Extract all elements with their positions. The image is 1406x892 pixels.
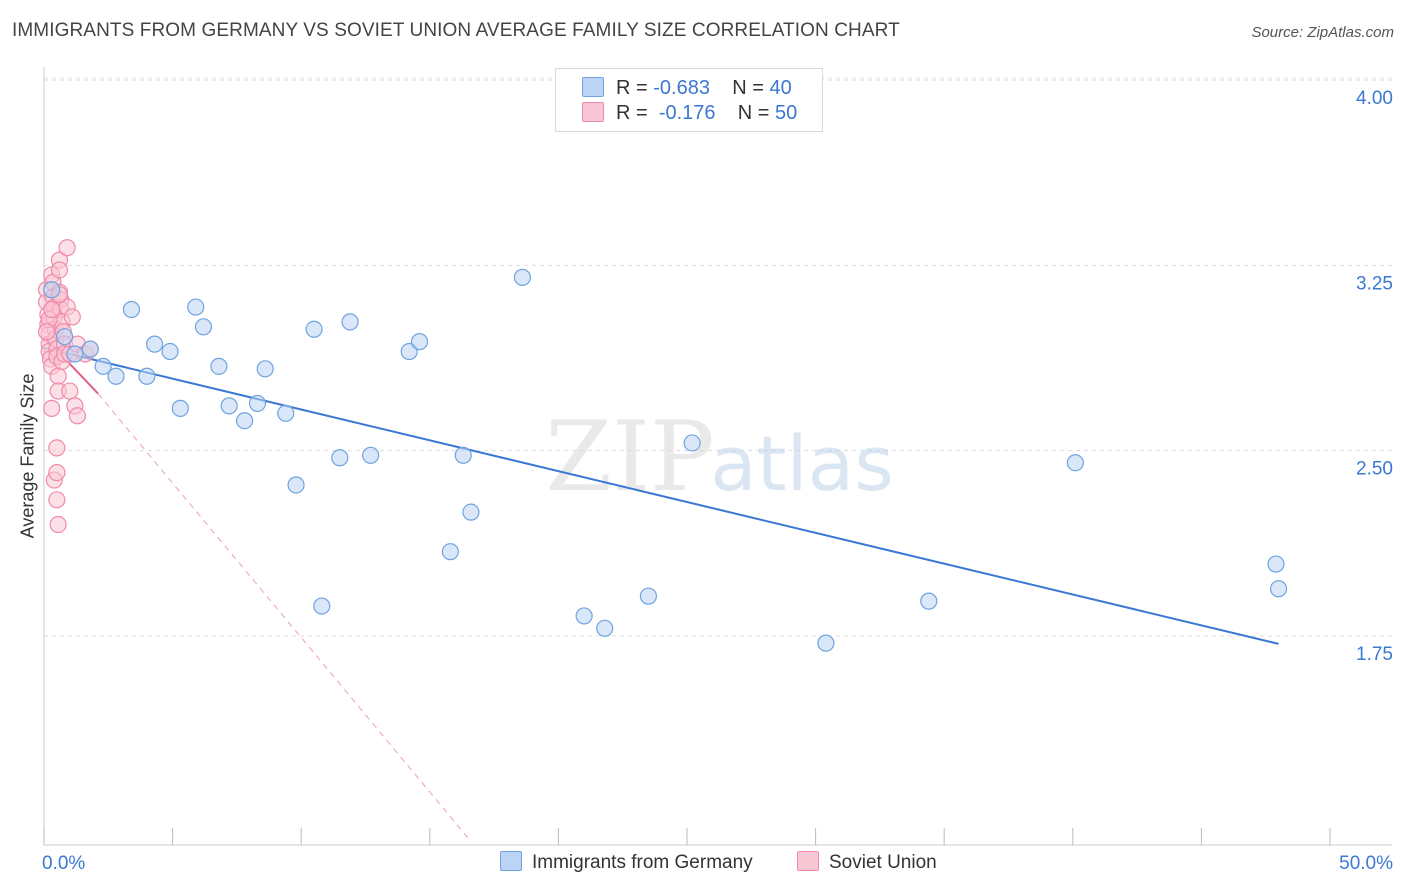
- germany-point: [81, 340, 99, 358]
- germany-point: [66, 345, 84, 363]
- germany-point: [107, 367, 125, 385]
- germany-point: [817, 634, 835, 652]
- grid-lines: [44, 77, 1392, 637]
- germany-point: [410, 333, 429, 351]
- germany-point: [1066, 454, 1084, 472]
- germany-point: [256, 360, 274, 378]
- y-tick-label: 1.75: [1356, 644, 1393, 665]
- n-label: N =: [737, 102, 770, 124]
- germany-point: [331, 449, 349, 467]
- soviet-point: [48, 464, 66, 482]
- watermark-atlas: atlas: [710, 419, 894, 508]
- legend-item-soviet[interactable]: Soviet Union: [797, 850, 937, 874]
- germany-point: [138, 367, 156, 385]
- germany-point: [362, 446, 380, 464]
- germany-point: [441, 543, 459, 561]
- r-label: R =: [616, 102, 648, 124]
- stats-legend: R = -0.683 N = 40 R = -0.176 N = 50: [555, 68, 823, 132]
- stats-legend-row-germany: R = -0.683 N = 40: [582, 76, 792, 101]
- soviet-point: [63, 308, 81, 326]
- germany-point: [341, 313, 359, 331]
- germany-point: [596, 619, 614, 637]
- watermark-zip: ZIP: [545, 401, 714, 513]
- r-value: -0.683: [653, 77, 710, 99]
- soviet-point: [43, 399, 61, 417]
- legend-item-germany[interactable]: Immigrants from Germany: [500, 850, 753, 874]
- germany-swatch: [500, 850, 522, 871]
- germany-swatch: [582, 76, 604, 97]
- germany-point: [313, 597, 331, 615]
- soviet-point: [49, 367, 67, 385]
- soviet-point: [48, 491, 66, 509]
- axes: [43, 67, 1392, 846]
- n-label: N =: [732, 77, 764, 99]
- stats-legend-row-soviet: R = -0.176 N = 50: [582, 101, 798, 126]
- soviet-trend-line-extended: [97, 393, 469, 839]
- legend-label: Immigrants from Germany: [532, 852, 753, 873]
- soviet-swatch: [797, 850, 819, 871]
- soviet-point: [43, 300, 61, 319]
- germany-point: [1269, 580, 1288, 598]
- germany-point: [43, 281, 61, 299]
- x-tick-label: 0.0%: [42, 853, 85, 874]
- y-tick-label: 2.50: [1356, 459, 1393, 480]
- germany-point: [248, 394, 267, 413]
- soviet-point: [58, 239, 76, 257]
- germany-point: [171, 399, 189, 417]
- soviet-point: [37, 323, 56, 341]
- germany-point: [639, 587, 658, 605]
- soviet-point: [49, 515, 67, 534]
- germany-point: [236, 412, 254, 430]
- germany-point: [400, 342, 418, 361]
- germany-trend-line: [43, 346, 1279, 645]
- chart-title: IMMIGRANTS FROM GERMANY VS SOVIET UNION …: [12, 20, 900, 41]
- germany-point: [305, 320, 323, 338]
- germany-point: [194, 318, 213, 336]
- germany-point: [1267, 555, 1285, 573]
- germany-point: [287, 476, 305, 494]
- germany-point: [575, 607, 593, 625]
- germany-point: [277, 404, 295, 422]
- soviet-swatch: [582, 101, 604, 122]
- r-label: R =: [616, 77, 648, 99]
- r-value: -0.176: [658, 102, 716, 124]
- legend-label: Soviet Union: [829, 852, 937, 873]
- data-points: [37, 239, 1288, 652]
- series-legend: Immigrants from Germany Soviet Union: [0, 850, 1406, 876]
- y-tick-label: 3.25: [1356, 273, 1393, 294]
- germany-point: [683, 434, 701, 452]
- germany-point: [462, 503, 480, 521]
- tick-labels: 1.75 2.50 3.25 4.00 0.0% 50.0%: [42, 88, 1393, 874]
- germany-point: [55, 328, 74, 346]
- germany-point: [220, 397, 238, 415]
- x-tick-label: 50.0%: [1339, 853, 1393, 874]
- germany-point: [187, 298, 205, 316]
- y-axis-label: Average Family Size: [17, 373, 38, 539]
- watermark: ZIP atlas: [545, 401, 893, 513]
- germany-point: [122, 300, 141, 319]
- soviet-point: [48, 439, 66, 457]
- germany-point: [94, 357, 112, 375]
- soviet-point: [50, 261, 69, 279]
- germany-point: [454, 446, 472, 464]
- y-tick-label: 4.00: [1356, 88, 1393, 109]
- germany-point: [210, 357, 228, 375]
- soviet-point: [61, 382, 79, 400]
- n-value: 50: [775, 102, 798, 124]
- germany-point: [145, 335, 164, 353]
- germany-point: [920, 592, 938, 610]
- germany-point: [161, 342, 179, 361]
- germany-point: [513, 268, 531, 286]
- n-value: 40: [769, 77, 792, 99]
- soviet-point: [68, 407, 87, 425]
- source-credit: Source: ZipAtlas.com: [1251, 24, 1394, 41]
